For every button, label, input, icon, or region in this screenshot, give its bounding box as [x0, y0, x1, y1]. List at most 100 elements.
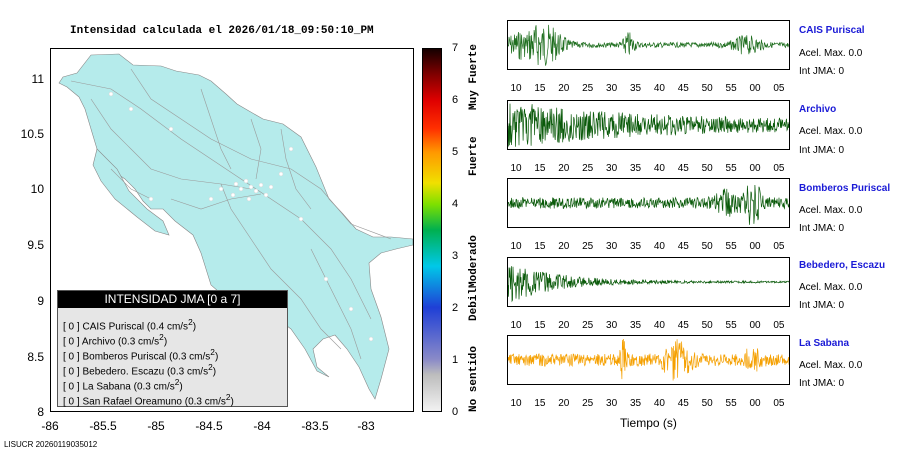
time-tick: 20: [558, 320, 570, 331]
waveform-line: [507, 266, 790, 303]
time-tick: 30: [606, 163, 618, 174]
x-tick-84-5: -84.5: [195, 419, 223, 433]
time-axis: 10 15 20 25 30 35 40 45 50 55 00 05: [507, 320, 790, 332]
time-tick: 10: [510, 320, 522, 331]
cb-label-fuerte: Fuerte: [468, 136, 480, 176]
time-tick: 00: [749, 241, 761, 252]
time-tick: 15: [534, 163, 546, 174]
legend-row: [ 0 ] La Sabana (0.3 cm/s2): [63, 377, 183, 393]
cb-label-muy-fuerte: Muy Fuerte: [468, 43, 480, 110]
station-int: Int JMA: 0: [799, 66, 845, 77]
waveform-cais-puriscal[interactable]: [507, 20, 790, 70]
time-tick: 05: [773, 398, 785, 409]
time-tick: 30: [606, 241, 618, 252]
station-name[interactable]: CAIS Puriscal: [799, 25, 865, 36]
y-tick-11: 11: [31, 72, 44, 86]
legend-row: [ 0 ] Bomberos Puriscal (0.3 cm/s2): [63, 347, 219, 363]
time-tick: 00: [749, 320, 761, 331]
time-tick: 10: [510, 241, 522, 252]
legend-row: [ 0 ] CAIS Puriscal (0.4 cm/s2): [63, 317, 197, 333]
nicoya-peninsula: [92, 148, 170, 236]
waveform-trace: [507, 24, 790, 66]
station-name[interactable]: Archivo: [799, 104, 837, 115]
time-axis: 10 15 20 25 30 35 40 45 50 55 00 05: [507, 163, 790, 175]
time-tick: 45: [677, 163, 689, 174]
time-tick: 20: [558, 241, 570, 252]
x-tick-85-5: -85.5: [89, 419, 117, 433]
time-axis: 10 15 20 25 30 35 40 45 50 55 00 05: [507, 241, 790, 253]
station-int: Int JMA: 0: [799, 378, 845, 389]
time-tick: 10: [510, 83, 522, 94]
cb-tick-7: 7: [452, 42, 459, 54]
waveform-line: [507, 338, 790, 381]
station-int: Int JMA: 0: [799, 145, 845, 156]
time-tick: 35: [629, 163, 642, 174]
y-tick-9-5: 9.5: [27, 238, 44, 252]
cb-tick-5: 5: [452, 146, 459, 158]
time-tick: 25: [582, 83, 594, 94]
time-tick: 30: [606, 83, 618, 94]
time-tick: 25: [582, 241, 594, 252]
time-tick: 55: [725, 398, 737, 409]
cb-tick-3: 3: [452, 250, 459, 262]
time-tick: 15: [534, 83, 546, 94]
time-tick: 15: [534, 241, 546, 252]
time-axis: 10 15 20 25 30 35 40 45 50 55 00 05: [507, 83, 790, 95]
station-int: Int JMA: 0: [799, 223, 845, 234]
time-axis: 10 15 20 25 30 35 40 45 50 55 00 05: [507, 398, 790, 410]
cb-tick-6: 6: [452, 94, 459, 106]
time-tick: 10: [510, 398, 522, 409]
waveform-line: [507, 24, 790, 66]
intensity-legend: INTENSIDAD JMA [0 a 7] [ 0 ] CAIS Purisc…: [57, 290, 288, 407]
time-tick: 50: [701, 320, 713, 331]
time-tick: 55: [725, 83, 737, 94]
y-tick-10: 10: [30, 182, 44, 196]
cb-tick-1: 1: [452, 354, 459, 366]
waveform-archivo[interactable]: [507, 100, 790, 150]
time-tick: 40: [653, 241, 665, 252]
time-tick: 20: [558, 163, 570, 174]
y-tick-10-5: 10.5: [20, 127, 44, 141]
time-tick: 35: [629, 398, 642, 409]
time-tick: 00: [749, 398, 761, 409]
station-name[interactable]: Bomberos Puriscal: [799, 183, 891, 194]
x-tick-86: -86: [41, 419, 59, 433]
time-tick: 45: [677, 83, 689, 94]
legend-row: [ 0 ] Bebedero. Escazu (0.3 cm/s2): [63, 362, 217, 378]
map-title: Intensidad calculada el 2026/01/18_09:50…: [70, 25, 374, 37]
time-tick: 25: [582, 398, 594, 409]
waveform-line: [507, 184, 790, 225]
station-acel: Acel. Max. 0.0: [799, 48, 863, 59]
time-tick: 55: [725, 320, 737, 331]
time-tick: 50: [701, 398, 713, 409]
time-tick: 00: [749, 83, 761, 94]
x-tick-83-5: -83.5: [301, 419, 329, 433]
x-tick-84: -84: [253, 419, 271, 433]
waveform-bebedero-escazu[interactable]: [507, 257, 790, 307]
station-int: Int JMA: 0: [799, 300, 845, 311]
waveform-la-sabana[interactable]: [507, 335, 790, 385]
waveform-trace: [507, 266, 790, 303]
station-acel: Acel. Max. 0.0: [799, 282, 863, 293]
time-tick: 50: [701, 241, 713, 252]
station-name[interactable]: Bebedero, Escazu: [799, 260, 886, 271]
cb-label-moderado: Moderado: [468, 235, 480, 288]
footer-id: LISUCR 20260119035012: [4, 440, 98, 449]
y-tick-9: 9: [37, 294, 44, 308]
time-tick: 05: [773, 83, 785, 94]
waveform-bomberos-puriscal[interactable]: [507, 178, 790, 228]
time-tick: 15: [534, 320, 546, 331]
y-tick-8-5: 8.5: [27, 350, 44, 364]
cb-tick-2: 2: [452, 302, 459, 314]
time-tick: 15: [534, 398, 546, 409]
cb-tick-0: 0: [452, 406, 459, 418]
time-tick: 45: [677, 320, 689, 331]
time-tick: 25: [582, 320, 594, 331]
station-name[interactable]: La Sabana: [799, 338, 850, 349]
legend-header: INTENSIDAD JMA [0 a 7]: [58, 291, 287, 308]
time-tick: 30: [606, 320, 618, 331]
time-tick: 50: [701, 83, 713, 94]
time-tick: 40: [653, 398, 665, 409]
intensity-colorbar: [422, 48, 442, 412]
time-tick: 05: [773, 320, 785, 331]
